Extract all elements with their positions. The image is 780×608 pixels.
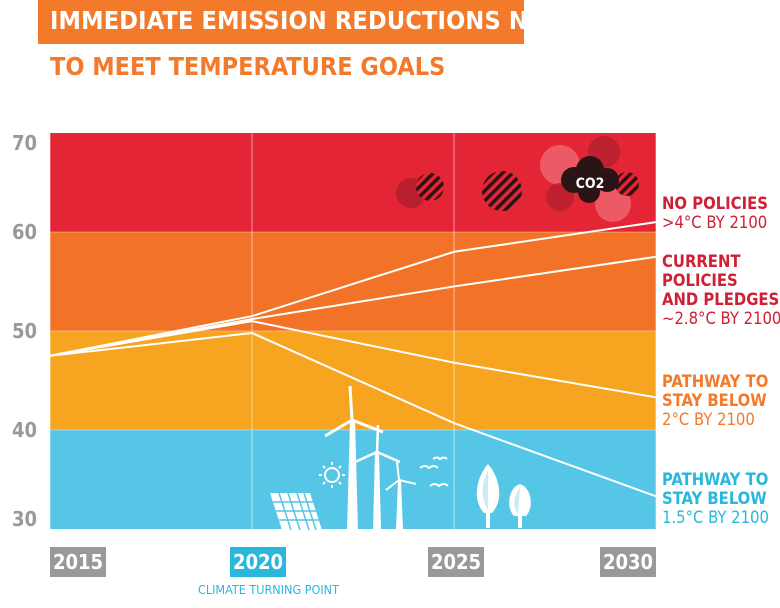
x-tick-label: 2030: [602, 550, 654, 574]
title-banner: [38, 0, 524, 44]
series-line-0: [49, 221, 657, 357]
x-tick-background: [600, 547, 656, 577]
bird-icon: [419, 456, 449, 488]
series-label-bold: POLICIES: [662, 271, 738, 290]
x-tick-background: [230, 547, 286, 577]
series-label-bold: CURRENT: [662, 252, 741, 271]
series-label-bold: PATHWAY TO: [662, 372, 769, 391]
y-tick-label: 50: [12, 319, 38, 343]
climate-turning-point-note: CLIMATE TURNING POINT: [198, 582, 339, 597]
x-tick-background: [428, 547, 484, 577]
series-label-bold: AND PLEDGES: [662, 290, 780, 309]
chart-title: IMMEDIATE EMISSION REDUCTIONS NEEDED: [50, 6, 613, 35]
series-label-1-5c: PATHWAY TO STAY BELOW 1.5°C BY 2100: [662, 470, 769, 527]
y-tick-label: 60: [12, 220, 38, 244]
x-tick-label: 2020: [232, 550, 284, 574]
series-lines: [49, 221, 657, 498]
series-label-2c: PATHWAY TO STAY BELOW 2°C BY 2100: [662, 372, 768, 429]
tree-icon: [476, 464, 531, 528]
series-label-bold: STAY BELOW: [662, 391, 767, 410]
co2-text: CO2: [576, 176, 605, 192]
grid-lines: [49, 133, 657, 529]
temperature-band: [50, 232, 656, 331]
x-tick-backgrounds: [50, 547, 656, 577]
series-line-3: [49, 331, 657, 498]
y-tick-label: 30: [12, 507, 38, 531]
series-label-no-policies: NO POLICIES >4°C BY 2100: [662, 194, 768, 232]
series-label-bold: NO POLICIES: [662, 194, 768, 213]
series-label-sub: 2°C BY 2100: [662, 410, 755, 429]
series-label-sub: >4°C BY 2100: [662, 213, 768, 232]
wind-turbine-icon: [324, 385, 417, 530]
x-tick-background: [50, 547, 106, 577]
smoke-cloud-icon: [396, 171, 522, 211]
y-tick-label: 40: [12, 418, 38, 442]
series-label-sub: 1.5°C BY 2100: [662, 508, 769, 527]
x-tick-label: 2025: [430, 550, 482, 574]
y-tick-label: 70: [12, 131, 38, 155]
sun-icon: [319, 462, 345, 488]
x-tick-label: 2015: [52, 550, 104, 574]
series-label-current-policies: CURRENT POLICIES AND PLEDGES ~2.8°C BY 2…: [662, 252, 780, 328]
series-label-bold: PATHWAY TO: [662, 470, 769, 489]
series-line-2: [49, 320, 657, 399]
solar-panel-icon: [270, 492, 322, 531]
chart-subtitle: TO MEET TEMPERATURE GOALS: [50, 52, 446, 81]
co2-cloud-icon: CO2: [540, 136, 639, 222]
series-label-bold: STAY BELOW: [662, 489, 767, 508]
series-label-sub: ~2.8°C BY 2100: [662, 309, 780, 328]
